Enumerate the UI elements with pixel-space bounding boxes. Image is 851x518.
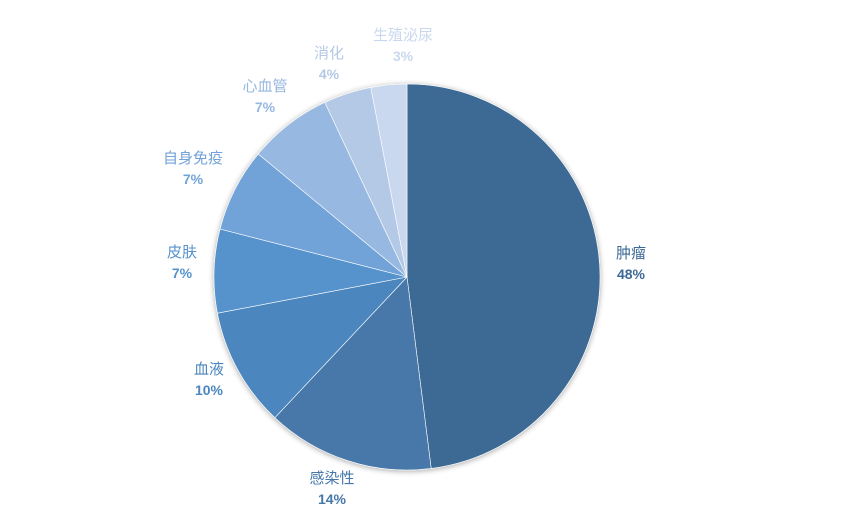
pie-slice-1 xyxy=(274,276,432,471)
category-label: 心血管 xyxy=(242,77,287,95)
category-label: 肿瘤 xyxy=(616,244,646,262)
pie-labels: 肿瘤 48% 感染性 14% 血液 10% 皮肤 7% 自身免疫 7% 心血管 7% 消化 4% 生殖泌尿 3… xyxy=(163,26,646,507)
category-label: 生殖泌尿 xyxy=(373,26,433,44)
category-label: 皮肤 xyxy=(167,243,197,261)
percent-label: 48% xyxy=(617,266,646,282)
category-label: 自身免疫 xyxy=(163,149,223,167)
percent-label: 4% xyxy=(319,66,340,82)
percent-label: 3% xyxy=(393,48,414,64)
pie-slice-2 xyxy=(217,276,408,419)
percent-label: 14% xyxy=(318,491,347,507)
percent-label: 10% xyxy=(195,382,224,398)
category-label: 感染性 xyxy=(309,469,354,487)
pie-slices xyxy=(213,83,601,471)
category-label: 消化 xyxy=(314,44,344,62)
pie-slice-0 xyxy=(406,83,601,469)
pie-slice-7 xyxy=(370,83,408,278)
percent-label: 7% xyxy=(183,171,204,187)
category-label: 血液 xyxy=(194,360,224,378)
percent-label: 7% xyxy=(255,99,276,115)
percent-label: 7% xyxy=(172,265,193,281)
